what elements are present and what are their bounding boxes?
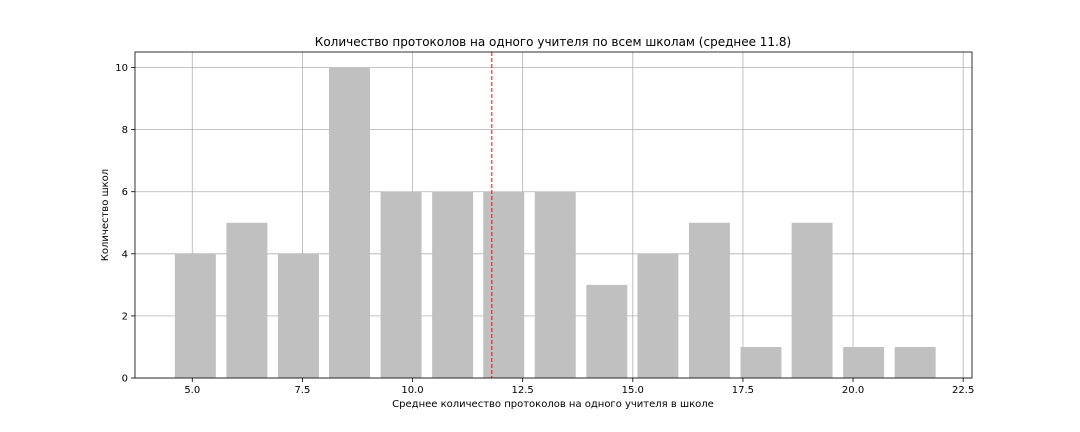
x-tick-label: 20.0 bbox=[842, 385, 864, 396]
bar bbox=[534, 191, 576, 378]
bar bbox=[843, 346, 885, 378]
y-tick-label: 4 bbox=[122, 249, 128, 260]
bar bbox=[740, 346, 782, 378]
bar bbox=[483, 191, 525, 378]
bar bbox=[380, 191, 422, 378]
bar bbox=[688, 222, 730, 378]
x-tick-label: 22.5 bbox=[952, 385, 974, 396]
y-tick-label: 0 bbox=[122, 374, 128, 385]
bar bbox=[329, 67, 371, 379]
x-tick-label: 15.0 bbox=[622, 385, 644, 396]
y-tick-label: 2 bbox=[122, 311, 128, 322]
x-tick-label: 17.5 bbox=[732, 385, 754, 396]
x-tick-label: 5.0 bbox=[184, 385, 200, 396]
x-tick-label: 12.5 bbox=[512, 385, 534, 396]
x-tick-label: 7.5 bbox=[294, 385, 310, 396]
bar bbox=[791, 222, 833, 378]
y-tick-label: 6 bbox=[122, 187, 128, 198]
x-tick-label: 10.0 bbox=[401, 385, 423, 396]
y-axis-label: Количество школ bbox=[100, 169, 111, 261]
bar bbox=[586, 284, 628, 378]
bar bbox=[894, 346, 936, 378]
y-tick-label: 8 bbox=[122, 125, 128, 136]
x-axis-ticks: 5.0 7.5 10.0 12.5 15.0 17.5 20.0 22.5 bbox=[184, 378, 974, 396]
bar bbox=[277, 253, 319, 378]
y-tick-label: 10 bbox=[115, 63, 128, 74]
y-axis-ticks: 0 2 4 6 8 10 bbox=[115, 63, 135, 385]
bar bbox=[226, 222, 268, 378]
bar bbox=[174, 253, 216, 378]
bars bbox=[174, 67, 936, 379]
x-axis-label: Среднее количество протоколов на одного … bbox=[392, 399, 714, 410]
bar bbox=[432, 191, 474, 378]
bar bbox=[637, 253, 679, 378]
plot-frame bbox=[134, 51, 973, 379]
chart-title: Количество протоколов на одного учителя … bbox=[315, 35, 791, 49]
